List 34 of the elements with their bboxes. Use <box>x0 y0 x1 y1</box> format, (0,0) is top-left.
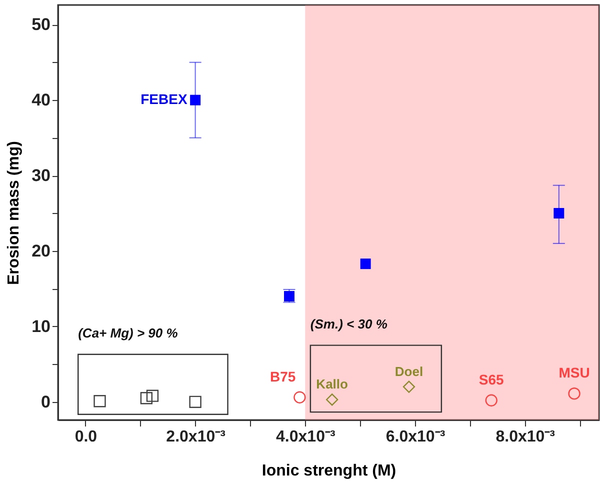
point <box>146 390 159 402</box>
annotation: (Ca+ Mg) > 90 % <box>78 326 178 341</box>
y-tick-label: 10 <box>32 316 50 336</box>
point <box>402 380 416 393</box>
annotation: B75 <box>270 368 296 384</box>
point <box>485 394 498 406</box>
y-tick-label: 20 <box>32 241 50 260</box>
point <box>94 395 106 408</box>
y-tick-label: 30 <box>32 166 50 186</box>
annotation: Kallo <box>316 376 348 392</box>
point <box>360 258 371 270</box>
x-axis-title: Ionic strenght (M) <box>262 462 396 480</box>
x-tick-label: 4.0x10⁻³ <box>276 428 336 446</box>
annotation: (Sm.) < 30 % <box>310 316 388 332</box>
y-tick-label: 50 <box>32 15 50 34</box>
annotation: Doel <box>394 364 424 379</box>
point <box>568 388 580 400</box>
point <box>140 392 153 404</box>
point <box>294 391 306 404</box>
x-tick-label: 2.0x10⁻³ <box>166 428 226 446</box>
annotation: FEBEX <box>140 91 188 108</box>
point <box>189 396 202 408</box>
y-axis-title: Erosion mass (mg) <box>6 140 23 286</box>
point <box>284 291 294 302</box>
y-tick-label: 40 <box>32 90 50 110</box>
x-tick-label: 0.0 <box>74 428 98 446</box>
annotation: S65 <box>478 371 504 388</box>
x-tick-label: 6.0x10⁻³ <box>386 428 446 446</box>
annotation: MSU <box>558 364 590 381</box>
point <box>190 94 201 106</box>
y-tick-label: 0 <box>41 392 50 412</box>
x-tick-label: 8.0x10⁻³ <box>496 428 555 446</box>
point <box>554 208 564 218</box>
point <box>326 394 338 406</box>
